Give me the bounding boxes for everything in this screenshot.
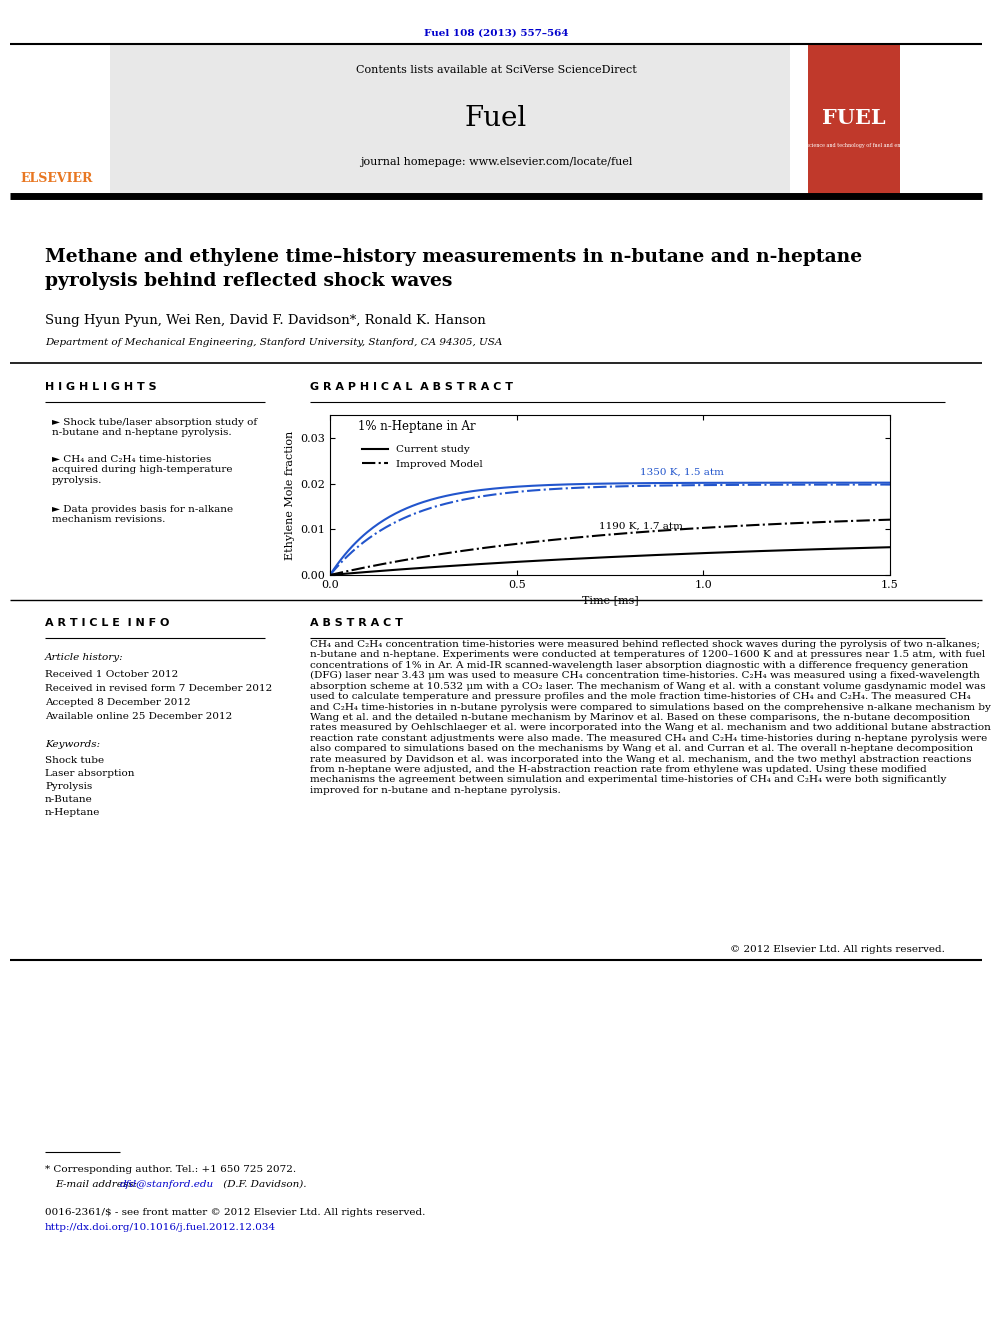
Text: ► Data provides basis for n-alkane
mechanism revisions.: ► Data provides basis for n-alkane mecha… bbox=[52, 505, 233, 524]
Text: Shock tube: Shock tube bbox=[45, 755, 104, 765]
Text: Department of Mechanical Engineering, Stanford University, Stanford, CA 94305, U: Department of Mechanical Engineering, St… bbox=[45, 337, 502, 347]
Text: Accepted 8 December 2012: Accepted 8 December 2012 bbox=[45, 699, 190, 706]
Text: G R A P H I C A L  A B S T R A C T: G R A P H I C A L A B S T R A C T bbox=[310, 382, 513, 392]
Text: 1350 K, 1.5 atm: 1350 K, 1.5 atm bbox=[640, 467, 724, 476]
Text: http://dx.doi.org/10.1016/j.fuel.2012.12.034: http://dx.doi.org/10.1016/j.fuel.2012.12… bbox=[45, 1222, 276, 1232]
Text: * Corresponding author. Tel.: +1 650 725 2072.: * Corresponding author. Tel.: +1 650 725… bbox=[45, 1166, 297, 1174]
Text: Pyrolysis: Pyrolysis bbox=[45, 782, 92, 791]
Bar bbox=[808, 45, 900, 194]
Text: Keywords:: Keywords: bbox=[45, 740, 100, 749]
Bar bbox=[110, 45, 790, 194]
Text: the science and technology of fuel and energy: the science and technology of fuel and e… bbox=[797, 143, 912, 147]
Text: ► CH₄ and C₂H₄ time-histories
acquired during high-temperature
pyrolysis.: ► CH₄ and C₂H₄ time-histories acquired d… bbox=[52, 455, 232, 484]
Text: © 2012 Elsevier Ltd. All rights reserved.: © 2012 Elsevier Ltd. All rights reserved… bbox=[730, 945, 945, 954]
Text: Fuel 108 (2013) 557–564: Fuel 108 (2013) 557–564 bbox=[424, 29, 568, 37]
Text: n-Butane: n-Butane bbox=[45, 795, 92, 804]
Text: E-mail address:: E-mail address: bbox=[55, 1180, 141, 1189]
Text: CH₄ and C₂H₄ concentration time-histories were measured behind reflected shock w: CH₄ and C₂H₄ concentration time-historie… bbox=[310, 640, 991, 795]
Text: Available online 25 December 2012: Available online 25 December 2012 bbox=[45, 712, 232, 721]
Text: 0016-2361/$ - see front matter © 2012 Elsevier Ltd. All rights reserved.: 0016-2361/$ - see front matter © 2012 El… bbox=[45, 1208, 426, 1217]
Legend: Current study, Improved Model: Current study, Improved Model bbox=[357, 441, 487, 474]
Text: A R T I C L E  I N F O: A R T I C L E I N F O bbox=[45, 618, 170, 628]
Text: pyrolysis behind reflected shock waves: pyrolysis behind reflected shock waves bbox=[45, 273, 452, 290]
Text: 1190 K, 1.7 atm: 1190 K, 1.7 atm bbox=[599, 521, 682, 531]
Text: ► Shock tube/laser absorption study of
n-butane and n-heptane pyrolysis.: ► Shock tube/laser absorption study of n… bbox=[52, 418, 257, 438]
Text: Sung Hyun Pyun, Wei Ren, David F. Davidson*, Ronald K. Hanson: Sung Hyun Pyun, Wei Ren, David F. Davids… bbox=[45, 314, 486, 327]
Text: Methane and ethylene time–history measurements in n-butane and n-heptane: Methane and ethylene time–history measur… bbox=[45, 247, 862, 266]
Text: Laser absorption: Laser absorption bbox=[45, 769, 135, 778]
Text: FUEL: FUEL bbox=[822, 108, 886, 128]
Text: ELSEVIER: ELSEVIER bbox=[21, 172, 93, 184]
X-axis label: Time [ms]: Time [ms] bbox=[581, 595, 639, 606]
Text: Fuel: Fuel bbox=[465, 105, 527, 131]
Text: 1% n-Heptane in Ar: 1% n-Heptane in Ar bbox=[358, 419, 475, 433]
Text: H I G H L I G H T S: H I G H L I G H T S bbox=[45, 382, 157, 392]
Text: (D.F. Davidson).: (D.F. Davidson). bbox=[220, 1180, 307, 1189]
Y-axis label: Ethylene Mole fraction: Ethylene Mole fraction bbox=[285, 430, 295, 560]
Text: Contents lists available at SciVerse ScienceDirect: Contents lists available at SciVerse Sci… bbox=[355, 65, 637, 75]
Text: n-Heptane: n-Heptane bbox=[45, 808, 100, 818]
Text: journal homepage: www.elsevier.com/locate/fuel: journal homepage: www.elsevier.com/locat… bbox=[360, 157, 632, 167]
Text: Received in revised form 7 December 2012: Received in revised form 7 December 2012 bbox=[45, 684, 272, 693]
Text: A B S T R A C T: A B S T R A C T bbox=[310, 618, 403, 628]
Text: Article history:: Article history: bbox=[45, 654, 124, 662]
Text: Received 1 October 2012: Received 1 October 2012 bbox=[45, 669, 179, 679]
Text: dfd@stanford.edu: dfd@stanford.edu bbox=[120, 1180, 214, 1189]
